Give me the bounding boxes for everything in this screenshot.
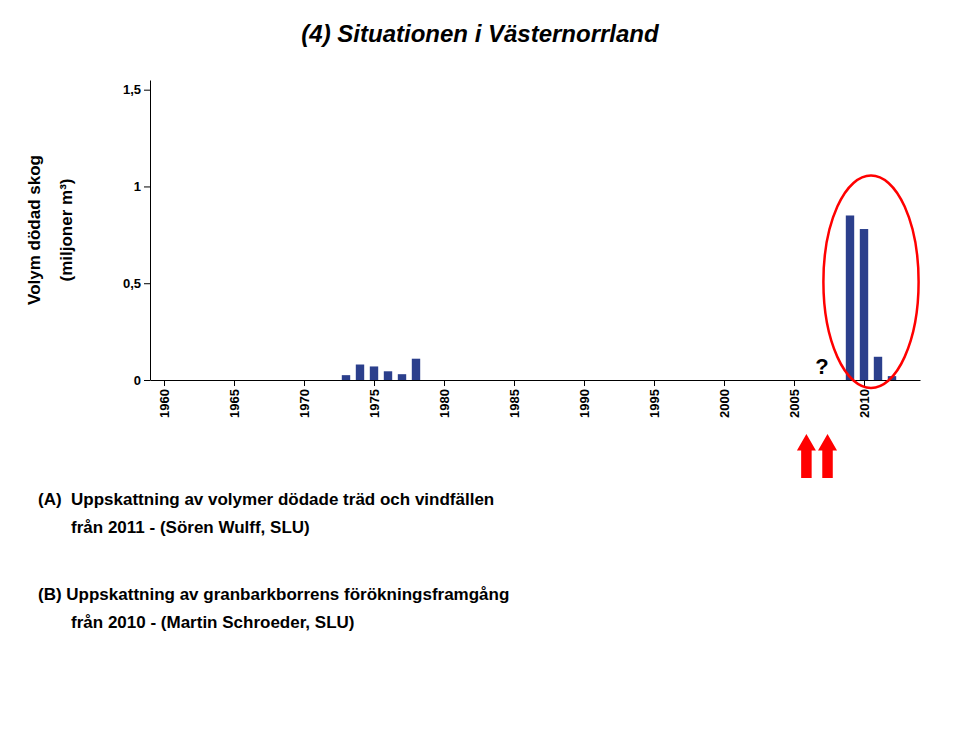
tick-label: 1,5 xyxy=(123,82,141,97)
bar xyxy=(370,366,378,380)
tick: 2005 xyxy=(787,380,802,418)
y-axis-label: Volym dödad skog xyxy=(25,155,44,305)
bars xyxy=(342,215,896,380)
tick-mark xyxy=(144,283,150,284)
tick: 1975 xyxy=(367,380,382,418)
axis-line xyxy=(151,380,921,381)
tick: 1965 xyxy=(227,380,242,418)
tick: 1990 xyxy=(577,380,592,418)
tick-label: 1990 xyxy=(577,389,592,418)
tick-label: 1985 xyxy=(507,389,522,418)
highlight-ellipse xyxy=(823,175,918,388)
y-axis-label: (miljoner m³) xyxy=(57,179,76,282)
tick-mark xyxy=(234,380,235,386)
tick: 1970 xyxy=(297,380,312,418)
tick-label: 2005 xyxy=(787,389,802,418)
tick-mark xyxy=(144,380,150,381)
arrow xyxy=(818,434,837,478)
tick: 1980 xyxy=(437,380,452,418)
tick-label: 1965 xyxy=(227,389,242,418)
tick: 1960 xyxy=(157,380,172,418)
tick-mark xyxy=(164,380,165,386)
tick: 1985 xyxy=(507,380,522,418)
tick-mark xyxy=(444,380,445,386)
tick-mark xyxy=(724,380,725,386)
axis-line xyxy=(150,81,151,381)
tick-label: 1970 xyxy=(297,389,312,418)
tick-label: 1980 xyxy=(437,389,452,418)
tick-mark xyxy=(514,380,515,386)
tick-label: 1995 xyxy=(647,389,662,418)
tick: 2000 xyxy=(717,380,732,418)
tick-mark xyxy=(144,90,150,91)
chart: (4) Situationen i Västernorrland Volym dö… xyxy=(0,0,960,750)
y-axis: 0 0,5 1 1,5 xyxy=(123,81,151,388)
tick-mark xyxy=(144,186,150,187)
annotation: ? xyxy=(815,354,828,379)
bar xyxy=(342,375,350,380)
tick-mark xyxy=(304,380,305,386)
caption: (B) Uppskattning av granbarkborrens förö… xyxy=(38,585,509,604)
arrow xyxy=(797,434,816,478)
tick: 1995 xyxy=(647,380,662,418)
bar xyxy=(398,374,406,380)
x-axis: 1960 1965 1970 1975 1980 1985 1990 1995 2000 2005… xyxy=(151,380,921,418)
bar xyxy=(860,229,868,380)
tick-label: 2000 xyxy=(717,389,732,418)
tick-mark xyxy=(654,380,655,386)
title: (4) Situationen i Västernorrland xyxy=(301,20,660,47)
tick-label: 1 xyxy=(134,179,141,194)
tick: 0,5 xyxy=(123,276,150,291)
tick-mark xyxy=(374,380,375,386)
bar xyxy=(412,359,420,380)
tick-label: 2010 xyxy=(857,389,872,418)
tick: 1 xyxy=(134,179,150,194)
bar xyxy=(846,215,854,380)
caption: (A) Uppskattning av volymer dödade träd … xyxy=(38,490,494,509)
tick: 1,5 xyxy=(123,82,150,97)
caption: från 2010 - (Martin Schroeder, SLU) xyxy=(38,613,354,632)
tick-label: 1960 xyxy=(157,389,172,418)
tick: 0 xyxy=(134,373,150,388)
tick-mark xyxy=(864,380,865,386)
tick-label: 0 xyxy=(134,373,141,388)
tick-label: 1975 xyxy=(367,389,382,418)
bar xyxy=(356,365,364,380)
bar xyxy=(384,371,392,380)
tick-label: 0,5 xyxy=(123,276,141,291)
tick-mark xyxy=(794,380,795,386)
bar xyxy=(874,357,882,380)
tick-mark xyxy=(584,380,585,386)
caption: från 2011 - (Sören Wulff, SLU) xyxy=(38,518,310,537)
